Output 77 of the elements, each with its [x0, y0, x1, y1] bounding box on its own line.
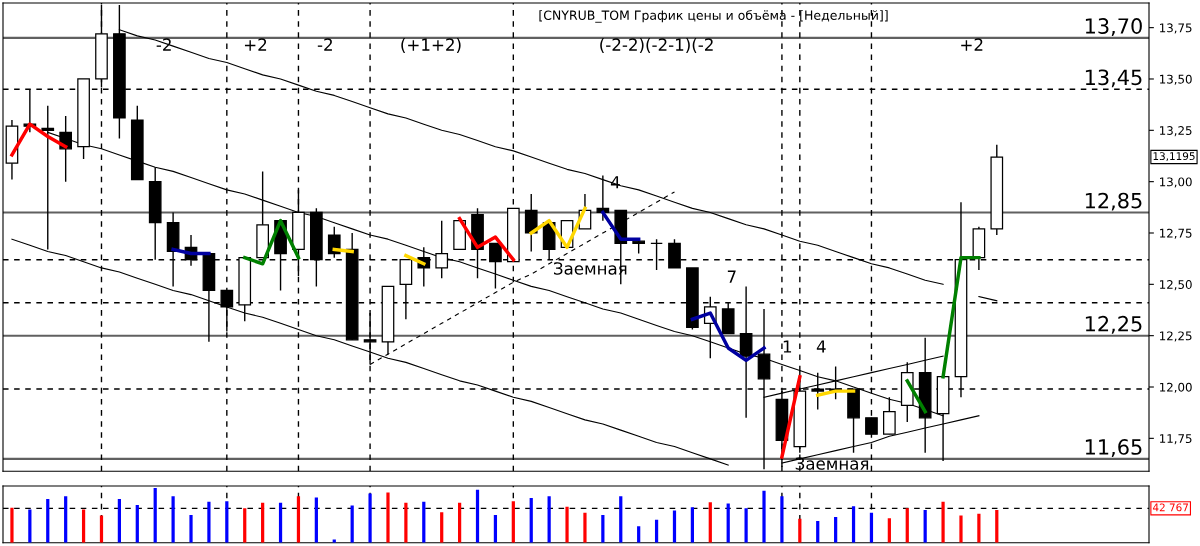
- bar: [995, 509, 999, 543]
- y-tick-label: 11,75: [1160, 434, 1192, 445]
- text: 13,1195: [1153, 152, 1195, 162]
- bar: [46, 499, 50, 543]
- bar: [475, 489, 480, 543]
- bar: [10, 507, 14, 543]
- annotation: 7: [727, 270, 736, 283]
- annotation: -2: [317, 38, 332, 51]
- bar: [261, 502, 265, 543]
- bar: [923, 509, 927, 543]
- text: [CNYRUB_TOM График цены и объёма - [Недельный]]: [539, 10, 888, 23]
- bar: [171, 496, 175, 543]
- bar: [565, 506, 569, 543]
- y-tick-label: 12,75: [1160, 228, 1192, 239]
- bar: [386, 492, 390, 543]
- bar: [941, 501, 945, 543]
- bar: [547, 496, 551, 543]
- bar: [135, 505, 139, 543]
- bar: [762, 490, 766, 543]
- bar: [493, 514, 498, 543]
- bar: [851, 506, 856, 543]
- bar: [583, 512, 587, 543]
- ref-line-label: 12,25: [1085, 315, 1142, 334]
- bar: [637, 526, 641, 543]
- annotation: +2: [244, 38, 267, 51]
- annotation: 1: [783, 340, 792, 353]
- bar: [887, 518, 891, 543]
- bar: [905, 508, 909, 543]
- bar: [278, 502, 283, 543]
- annotation: Заемная: [795, 457, 869, 470]
- candlestick: [435, 219, 449, 279]
- annotation: +2: [961, 38, 983, 51]
- candlestick: [650, 238, 663, 271]
- bar: [816, 520, 820, 543]
- bar: [529, 497, 533, 543]
- bar: [977, 513, 981, 543]
- bar: [959, 515, 963, 543]
- ref-line-label: 12,85: [1085, 192, 1142, 211]
- bar: [243, 508, 247, 543]
- bar: [28, 509, 32, 543]
- bar: [690, 507, 694, 543]
- bar: [81, 509, 86, 543]
- bar: [350, 505, 354, 543]
- bar: [601, 514, 605, 543]
- ref-line-label: 11,65: [1085, 439, 1142, 457]
- bar: [440, 512, 444, 543]
- y-tick-label: 13,25: [1160, 126, 1192, 137]
- text: 42 767: [1152, 503, 1188, 512]
- bar: [368, 493, 372, 543]
- y-tick-label: 13,00: [1160, 177, 1192, 188]
- ref-line-label: 13,70: [1085, 18, 1142, 36]
- y-tick-label: 13,50: [1160, 74, 1192, 85]
- ref-line-label: 13,45: [1085, 69, 1142, 88]
- bar: [422, 501, 426, 543]
- bar: [404, 502, 408, 543]
- bar: [314, 497, 318, 543]
- bar: [726, 503, 730, 543]
- annotation: 4: [816, 340, 826, 353]
- annotation: (+1+2): [401, 38, 461, 53]
- bar: [619, 496, 623, 543]
- bar: [744, 508, 748, 543]
- bar: [189, 514, 193, 543]
- candlestick: [524, 193, 538, 253]
- y-tick-label: 12,00: [1160, 382, 1192, 393]
- annotation: (-2-2)(-2-1)(-2: [600, 38, 713, 53]
- bar: [64, 496, 68, 543]
- bar: [117, 499, 121, 543]
- bar: [780, 496, 784, 543]
- y-tick-label: 12,50: [1160, 280, 1192, 291]
- bar: [207, 501, 211, 543]
- bar: [458, 502, 462, 543]
- candlestick: [327, 226, 341, 259]
- bar: [708, 502, 712, 543]
- y-tick-label: 13,75: [1160, 23, 1192, 34]
- bar: [153, 488, 157, 543]
- y-tick-label: 12,25: [1160, 331, 1192, 342]
- bar: [834, 517, 838, 543]
